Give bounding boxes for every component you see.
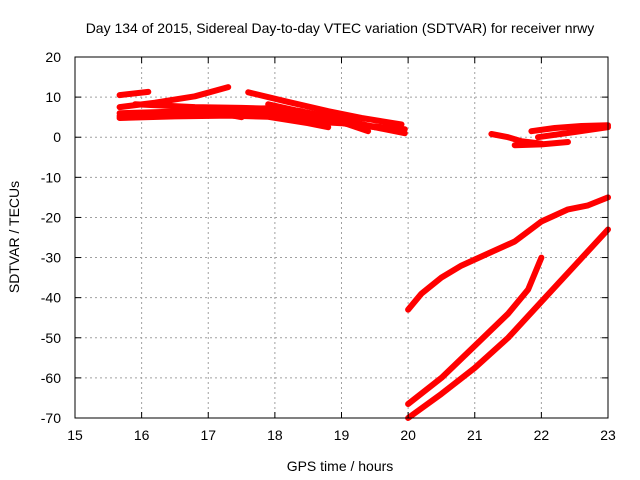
series-line-15 <box>528 122 611 135</box>
x-tick-label: 20 <box>400 427 416 443</box>
series-line-14 <box>511 139 571 149</box>
x-tick-label: 16 <box>134 427 150 443</box>
x-tick-label: 23 <box>600 427 616 443</box>
y-tick-labels: 20 10 0 -10 -20 -30 -40 -50 -60 -70 <box>41 49 61 426</box>
y-tick-label: -40 <box>41 290 61 306</box>
x-tick-label: 21 <box>467 427 483 443</box>
series-line-16 <box>535 124 611 141</box>
series-line-17 <box>405 194 611 313</box>
y-tick-label: -50 <box>41 330 61 346</box>
y-tick-label: 10 <box>45 89 61 105</box>
x-tick-label: 19 <box>334 427 350 443</box>
y-tick-label: -30 <box>41 250 61 266</box>
y-axis-label: SDTVAR / TECUs <box>6 181 22 293</box>
chart-title: Day 134 of 2015, Sidereal Day-to-day VTE… <box>86 20 595 36</box>
y-tick-label: 20 <box>45 49 61 65</box>
y-tick-label: -60 <box>41 370 61 386</box>
series-line-1 <box>116 88 152 99</box>
series-line-19 <box>405 226 611 421</box>
y-tick-label: 0 <box>53 129 61 145</box>
x-tick-label: 18 <box>267 427 283 443</box>
y-tick-label: -70 <box>41 410 61 426</box>
x-tick-label: 22 <box>534 427 550 443</box>
tick-layer <box>74 56 609 419</box>
x-tick-label: 17 <box>200 427 216 443</box>
x-tick-labels: 15 16 17 18 19 20 21 22 23 <box>67 427 616 443</box>
y-tick-label: -10 <box>41 169 61 185</box>
series-line-8 <box>245 89 405 128</box>
series-line-7 <box>178 110 245 121</box>
series-layer <box>116 84 611 421</box>
series-line-18 <box>405 254 545 407</box>
x-tick-label: 15 <box>67 427 83 443</box>
series-line-12 <box>331 114 408 133</box>
y-tick-label: -20 <box>41 209 61 225</box>
x-axis-label: GPS time / hours <box>287 458 394 474</box>
